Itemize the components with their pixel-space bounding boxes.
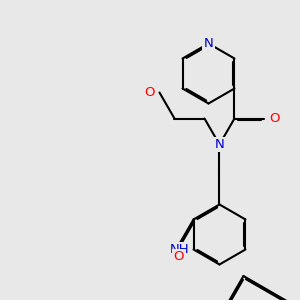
Text: NH: NH bbox=[169, 243, 189, 256]
Text: O: O bbox=[173, 250, 184, 263]
Text: O: O bbox=[269, 112, 280, 125]
Text: N: N bbox=[204, 37, 213, 50]
Text: O: O bbox=[145, 86, 155, 99]
Text: N: N bbox=[214, 138, 224, 151]
